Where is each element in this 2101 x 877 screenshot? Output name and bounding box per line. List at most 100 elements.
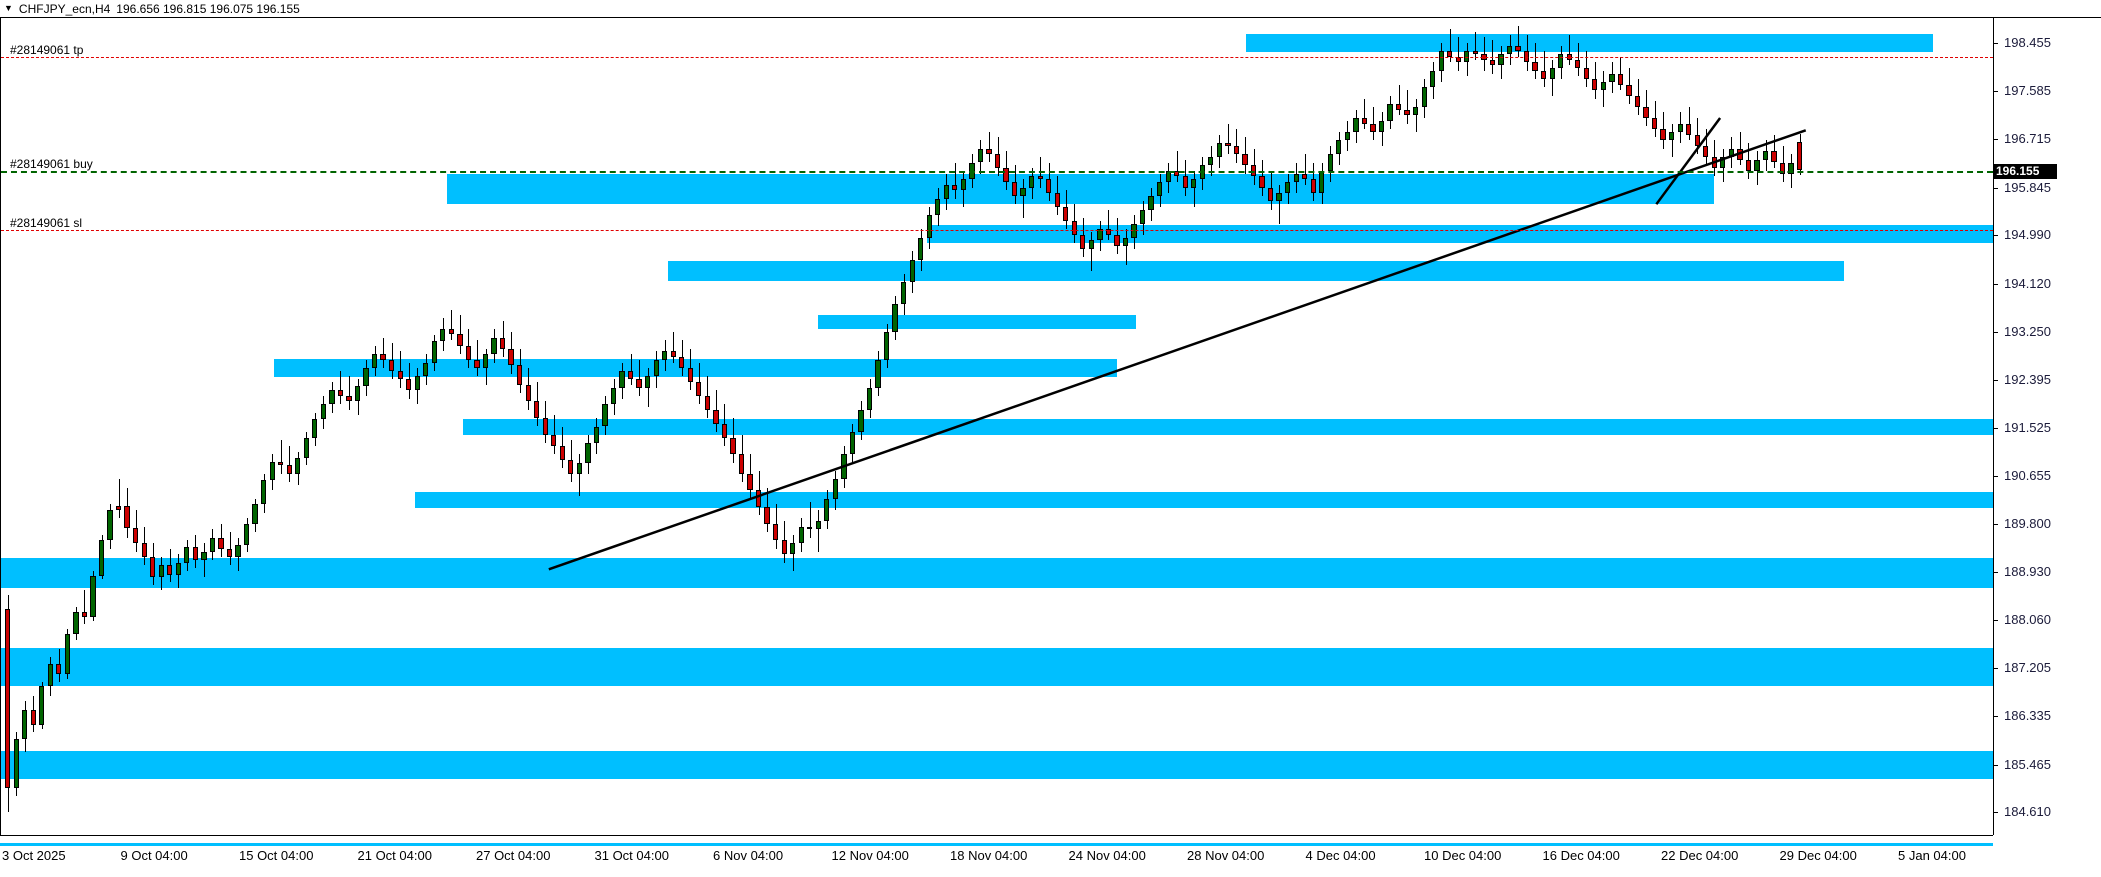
candle-wick bbox=[383, 337, 384, 369]
candle-body-bullish bbox=[798, 526, 804, 544]
candle-body-bullish bbox=[90, 576, 96, 618]
candle-body-bearish bbox=[773, 523, 779, 541]
price-axis[interactable]: 196.155 198.455 197.585 196.715 195.845 194.… bbox=[1993, 17, 2101, 835]
demand-zone-196 bbox=[447, 174, 1715, 204]
price-tick bbox=[1993, 91, 1998, 93]
candle-body-bullish bbox=[645, 376, 651, 388]
candle-body-bearish bbox=[389, 359, 395, 371]
order-line-buy[interactable] bbox=[1, 170, 1993, 173]
candle-body-bullish bbox=[235, 544, 241, 558]
candle-body-bearish bbox=[499, 337, 506, 349]
candle-body-bullish bbox=[1020, 187, 1026, 196]
candle-body-bullish bbox=[1276, 193, 1282, 202]
candle-body-bullish bbox=[1506, 45, 1513, 55]
candle-body-bullish bbox=[619, 370, 625, 388]
candle-body-bullish bbox=[491, 337, 497, 355]
candle-body-bullish bbox=[1677, 123, 1683, 132]
order-label-take-profit: #28149061 tp bbox=[10, 42, 84, 57]
time-tick-label: 6 Nov 04:00 bbox=[713, 848, 784, 863]
order-label-buy: #28149061 buy bbox=[10, 156, 93, 171]
candle-body-bearish bbox=[755, 490, 762, 508]
candle-wick bbox=[281, 440, 282, 474]
candle-body-bullish bbox=[1285, 181, 1291, 194]
candle-body-bearish bbox=[1447, 51, 1453, 57]
candle-body-bullish bbox=[354, 385, 361, 402]
candle-body-bearish bbox=[1080, 234, 1086, 249]
candle-wick bbox=[810, 501, 811, 538]
candle-body-bearish bbox=[1259, 176, 1265, 188]
candle-body-bullish bbox=[875, 359, 881, 388]
candle-body-bullish bbox=[184, 547, 190, 563]
candle-body-bullish bbox=[960, 179, 966, 191]
price-tick-label: 190.655 bbox=[2004, 468, 2051, 484]
supply-zone-198 bbox=[1246, 34, 1934, 52]
chart-plot-area[interactable]: #28149061 tp #28149061 buy #28149061 sl bbox=[1, 18, 1993, 835]
candle-body-bearish bbox=[1071, 220, 1077, 235]
candle-body-bearish bbox=[696, 382, 702, 396]
candle-wick bbox=[673, 332, 674, 363]
candle-body-bullish bbox=[1191, 179, 1197, 188]
candle-body-bearish bbox=[627, 370, 634, 380]
candle-body-bearish bbox=[670, 351, 676, 358]
candle-body-bullish bbox=[482, 354, 489, 369]
demand-zone-185 bbox=[1, 750, 1993, 779]
candle-wick bbox=[1544, 51, 1545, 88]
price-tick-label: 189.800 bbox=[2004, 515, 2051, 531]
time-axis-bar bbox=[0, 843, 1993, 846]
symbol-timeframe-label: CHFJPY_ecn,H4 bbox=[18, 1, 111, 16]
candle-body-bullish bbox=[653, 359, 659, 377]
candle-body-bearish bbox=[1046, 179, 1052, 194]
candle-body-bullish bbox=[243, 523, 250, 545]
time-tick-label: 28 Nov 04:00 bbox=[1187, 848, 1265, 863]
candle-body-bullish bbox=[1344, 131, 1350, 141]
candle-body-bullish bbox=[1387, 104, 1393, 121]
candle-body-bearish bbox=[1063, 206, 1069, 221]
demand-zone-195 bbox=[927, 224, 1993, 243]
chart-frame-left bbox=[0, 17, 1, 835]
price-tick-label: 195.845 bbox=[2004, 179, 2051, 195]
candle-body-bullish bbox=[371, 354, 378, 369]
price-tick bbox=[1993, 235, 1998, 237]
candle-wick bbox=[579, 454, 580, 496]
candle-body-bullish bbox=[1208, 156, 1214, 166]
order-line-take-profit[interactable] bbox=[1, 56, 1993, 58]
candle-body-bullish bbox=[329, 390, 335, 405]
candle-body-bullish bbox=[1600, 81, 1606, 91]
candle-body-bullish bbox=[1498, 54, 1504, 66]
time-tick-label: 27 Oct 04:00 bbox=[476, 848, 551, 863]
candle-body-bearish bbox=[1737, 148, 1743, 160]
candle-wick bbox=[289, 445, 290, 483]
candle-body-bullish bbox=[926, 215, 932, 238]
price-tick bbox=[1993, 42, 1998, 44]
candle-body-bearish bbox=[1182, 176, 1188, 188]
price-tick-label: 188.930 bbox=[2004, 564, 2051, 580]
price-tick-label: 192.395 bbox=[2004, 371, 2051, 387]
candle-body-bearish bbox=[1703, 145, 1709, 157]
candle-body-bullish bbox=[1720, 156, 1726, 169]
chart-frame-bottom bbox=[0, 835, 1993, 836]
candle-body-bearish bbox=[1114, 234, 1120, 246]
price-axis-divider bbox=[1993, 17, 1994, 835]
candle-body-bullish bbox=[1378, 120, 1385, 132]
candle-body-bullish bbox=[1029, 176, 1035, 188]
order-line-stop-loss[interactable] bbox=[1, 229, 1993, 231]
time-axis[interactable]: 3 Oct 2025 9 Oct 04:00 15 Oct 04:00 21 Oct … bbox=[0, 846, 1993, 877]
candle-body-bearish bbox=[346, 395, 352, 402]
candle-body-bullish bbox=[1549, 68, 1555, 80]
candle-body-bearish bbox=[730, 437, 736, 455]
candle-body-bullish bbox=[47, 663, 53, 687]
candle-body-bullish bbox=[1558, 54, 1564, 69]
candle-body-bullish bbox=[1421, 87, 1427, 107]
candle-body-bullish bbox=[858, 409, 864, 433]
current-price-badge: 196.155 bbox=[1993, 163, 2057, 179]
candle-wick bbox=[1194, 170, 1195, 207]
price-tick bbox=[1993, 139, 1998, 141]
candle-wick bbox=[989, 131, 990, 163]
candle-wick bbox=[1620, 56, 1621, 91]
candle-wick bbox=[1399, 84, 1400, 116]
candle-body-bullish bbox=[576, 462, 582, 474]
candle-wick bbox=[1672, 123, 1673, 157]
chart-collapse-icon[interactable]: ▼ bbox=[4, 3, 13, 13]
candle-wick bbox=[204, 543, 205, 577]
